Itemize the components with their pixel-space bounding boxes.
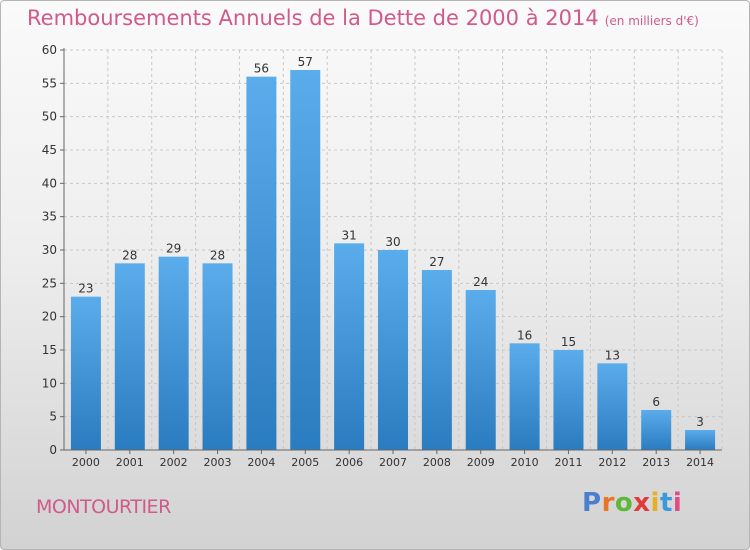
x-tick-label: 2005 [291,456,319,469]
chart-subtitle: (en milliers d'€) [604,14,699,28]
bar [597,363,628,450]
data-label: 6 [652,395,660,409]
data-labels: 23 28 29 28 56 57 31 30 27 24 16 15 13 6 3 [78,55,704,429]
data-label: 16 [517,328,532,342]
x-tick-label: 2014 [686,456,714,469]
bar [509,343,540,450]
y-tick-label: 40 [42,176,57,190]
data-label: 28 [122,248,137,262]
x-tick-label: 2011 [554,456,582,469]
bar [421,270,452,450]
y-tick-label: 15 [42,343,57,357]
x-tick-label: 2006 [335,456,363,469]
data-label: 29 [166,242,181,256]
bar [70,296,101,450]
y-tick-label: 55 [42,76,57,90]
data-label: 27 [429,255,444,269]
x-tick-label: 2007 [379,456,407,469]
y-tick-label: 25 [42,276,57,290]
y-tick-label: 20 [42,310,57,324]
bar [378,250,408,450]
data-label: 15 [561,335,576,349]
y-tick-label: 45 [42,143,57,157]
y-tick-label: 35 [42,210,57,224]
x-tick-label: 2012 [598,456,626,469]
logo-letter: r [601,488,615,518]
y-tick-label: 50 [42,110,57,124]
data-label: 31 [341,228,356,242]
logo-letter: t [659,488,673,518]
chart-title: Remboursements Annuels de la Dette de 20… [27,6,699,30]
data-label: 13 [605,348,620,362]
data-label: 28 [210,248,225,262]
x-tick-label: 2003 [204,456,232,469]
data-label: 30 [385,235,400,249]
data-label: 23 [78,282,93,296]
logo-letter: i [672,488,683,518]
bars [70,70,716,451]
y-tick-label: 60 [42,43,57,57]
logo-letter: P [582,488,602,518]
commune-name: MONTOURTIER [36,496,171,518]
axes: 0 5 10 15 20 25 30 35 40 45 50 55 60 2000 2001 2002 2003… [42,43,722,469]
bar [553,350,584,450]
y-tick-label: 30 [42,243,57,257]
logo-letter: o [614,488,634,518]
x-tick-label: 2008 [423,456,451,469]
data-label: 24 [473,275,488,289]
x-tick-label: 2000 [72,456,100,469]
bar [246,76,277,451]
x-tick-label: 2002 [160,456,188,469]
y-tick-label: 10 [42,376,57,390]
chart-title-text: Remboursements Annuels de la Dette de 20… [27,6,599,30]
data-label: 56 [254,62,269,76]
bar [158,256,189,450]
bar [685,430,716,450]
y-tick-label: 0 [49,443,57,457]
bar [334,243,365,450]
data-label: 57 [298,55,313,69]
proxiti-logo[interactable]: Proxiti [582,488,682,518]
bar [290,70,321,450]
bar [114,263,145,450]
logo-letter: x [633,488,651,518]
data-label: 3 [696,415,704,429]
bar [641,410,672,450]
bar [465,290,496,450]
x-tick-label: 2009 [467,456,495,469]
y-tick-label: 5 [49,410,57,424]
x-tick-label: 2013 [642,456,670,469]
logo-letter: i [650,488,660,518]
x-tick-label: 2004 [247,456,275,469]
x-tick-label: 2001 [116,456,144,469]
x-tick-label: 2010 [511,456,539,469]
bar [202,263,233,450]
